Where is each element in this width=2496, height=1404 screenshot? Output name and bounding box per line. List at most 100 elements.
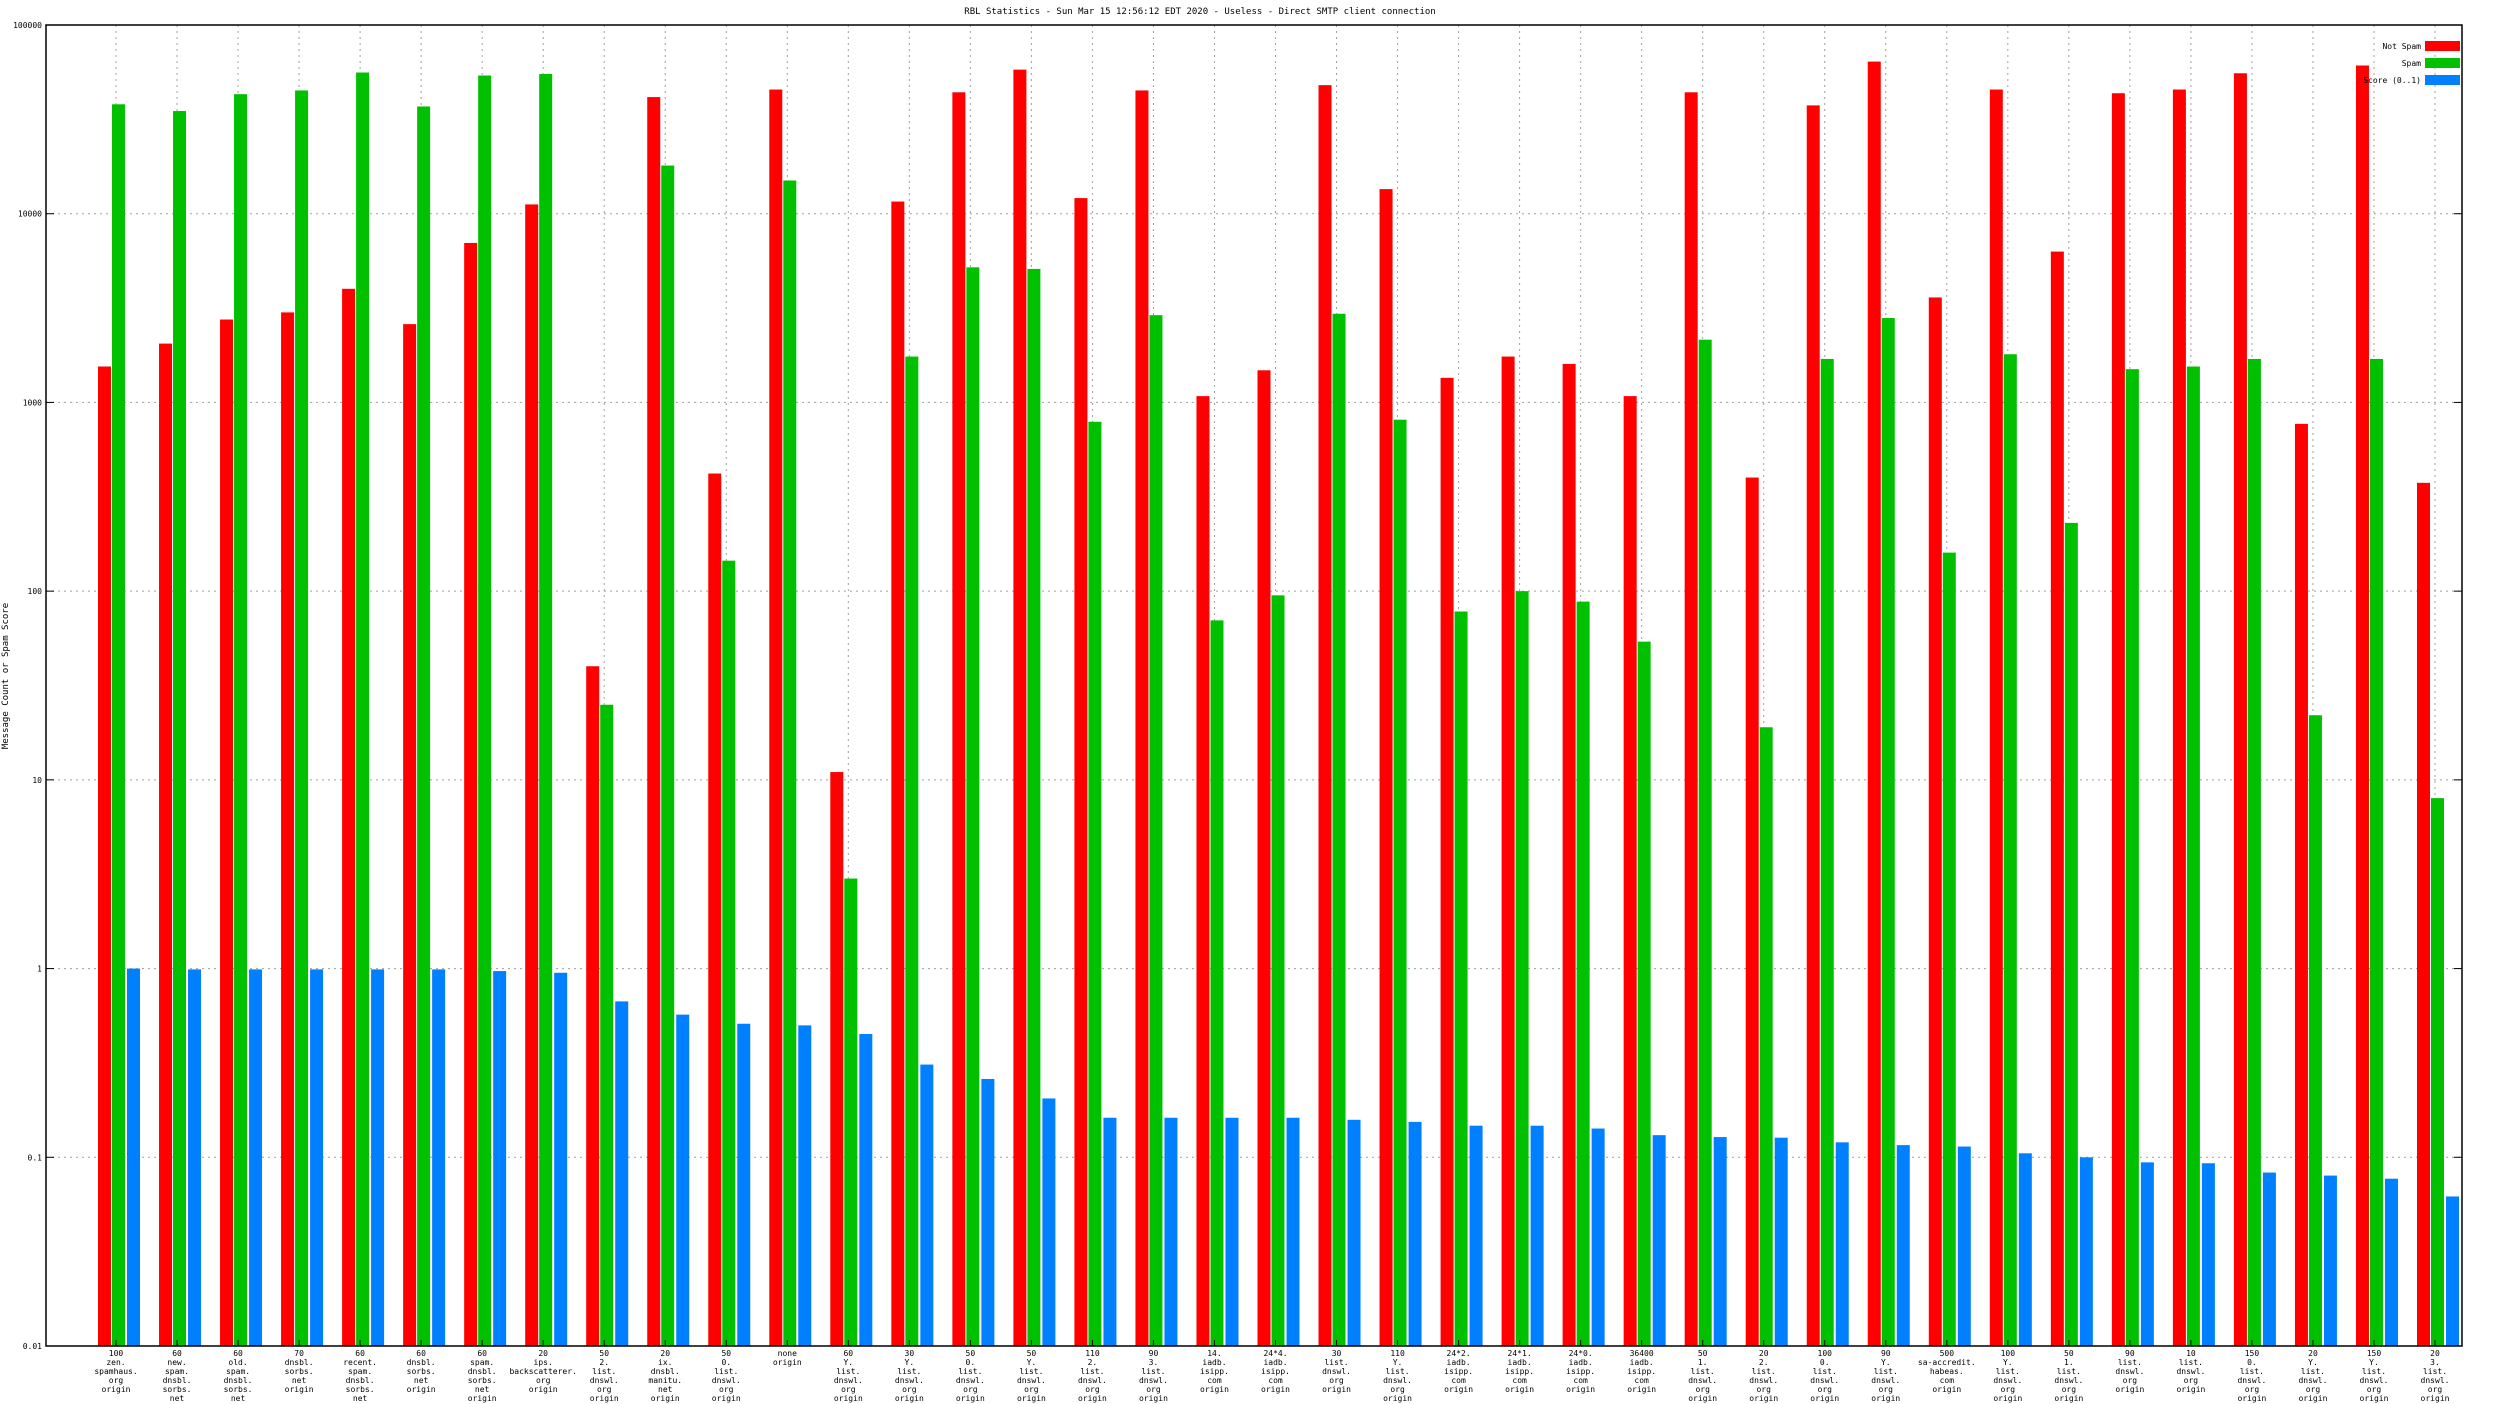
bar-score-0-1 xyxy=(676,1014,690,1346)
bar-spam xyxy=(1027,268,1041,1347)
bar-score-0-1 xyxy=(798,1025,812,1346)
x-tick-label: 50 2. list. dnswl. org origin xyxy=(590,1349,619,1403)
x-tick-label: 24*2. iadb. isipp. com origin xyxy=(1444,1349,1473,1394)
bar-score-0-1 xyxy=(1164,1117,1178,1346)
bar-spam xyxy=(1576,601,1590,1346)
legend-swatch xyxy=(2425,75,2460,85)
bar-spam xyxy=(1881,318,1895,1346)
bar-score-0-1 xyxy=(1347,1119,1361,1346)
bar-score-0-1 xyxy=(1835,1142,1849,1346)
bar-not-spam xyxy=(769,89,783,1347)
bar-not-spam xyxy=(1013,69,1027,1346)
bar-not-spam xyxy=(586,666,600,1346)
bar-not-spam xyxy=(342,288,356,1346)
bar-score-0-1 xyxy=(432,969,446,1346)
bar-not-spam xyxy=(1623,396,1637,1346)
x-tick-label: 20 Y. list. dnswl. org origin xyxy=(2298,1349,2327,1403)
bar-score-0-1 xyxy=(554,972,568,1346)
bar-spam xyxy=(2003,354,2017,1346)
bar-not-spam xyxy=(1318,85,1332,1347)
bar-spam xyxy=(2064,522,2078,1346)
bar-score-0-1 xyxy=(493,971,507,1346)
bar-not-spam xyxy=(525,204,539,1346)
bar-score-0-1 xyxy=(310,969,324,1346)
bar-score-0-1 xyxy=(2323,1175,2337,1346)
x-tick-label: 24*1. iadb. isipp. com origin xyxy=(1505,1349,1534,1394)
bar-spam xyxy=(1637,641,1651,1346)
bar-not-spam xyxy=(647,97,661,1346)
bar-spam xyxy=(966,267,980,1347)
x-tick-label: 50 1. list. dnswl. org origin xyxy=(2054,1349,2083,1403)
bar-spam xyxy=(2308,715,2322,1346)
x-tick-label: 110 Y. list. dnswl. org origin xyxy=(1383,1349,1412,1403)
x-tick-label: 24*4. iadb. isipp. com origin xyxy=(1261,1349,1290,1394)
legend-swatch xyxy=(2425,58,2460,68)
bar-not-spam xyxy=(159,343,173,1346)
bar-not-spam xyxy=(464,242,478,1346)
chart-title: RBL Statistics - Sun Mar 15 12:56:12 EDT… xyxy=(964,7,1435,17)
bar-not-spam xyxy=(403,324,417,1346)
bar-not-spam xyxy=(2111,93,2125,1346)
bar-score-0-1 xyxy=(1652,1135,1666,1346)
bar-not-spam xyxy=(708,473,722,1346)
x-tick-label: 100 zen. spamhaus. org origin xyxy=(94,1349,137,1394)
bar-not-spam xyxy=(2050,251,2064,1347)
bar-not-spam xyxy=(1135,90,1149,1347)
bar-spam xyxy=(1759,727,1773,1346)
bar-not-spam xyxy=(98,366,111,1346)
bar-score-0-1 xyxy=(188,969,202,1346)
x-tick-label: 50 Y. list. dnswl. org origin xyxy=(1017,1349,1046,1403)
bar-score-0-1 xyxy=(1225,1117,1239,1346)
bar-not-spam xyxy=(1745,477,1759,1347)
x-tick-label: 14. iadb. isipp. com origin xyxy=(1200,1349,1229,1394)
x-tick-label: 30 Y. list. dnswl. org origin xyxy=(895,1349,924,1403)
bar-score-0-1 xyxy=(1408,1121,1422,1346)
bar-score-0-1 xyxy=(2262,1172,2276,1346)
x-tick-label: 110 2. list. dnswl. org origin xyxy=(1078,1349,1107,1403)
y-tick-label: 0.1 xyxy=(28,1153,43,1162)
legend: Not Spam Spam Score (0..1) xyxy=(2363,41,2460,85)
bar-not-spam xyxy=(1379,189,1393,1347)
bar-spam xyxy=(783,180,797,1346)
y-tick-label: 100000 xyxy=(13,21,42,30)
bar-not-spam xyxy=(1440,377,1454,1346)
bar-score-0-1 xyxy=(1957,1146,1971,1346)
x-tick-label: 50 1. list. dnswl. org origin xyxy=(1688,1349,1717,1403)
legend-label: Score (0..1) xyxy=(2363,76,2421,85)
x-tick-label: 24*0. iadb. isipp. com origin xyxy=(1566,1349,1595,1394)
x-tick-label: 90 3. list. dnswl. org origin xyxy=(1139,1349,1168,1403)
bar-spam xyxy=(356,72,370,1347)
x-tick-label: 20 ips. backscatterer. org origin xyxy=(509,1349,576,1394)
bar-spam xyxy=(2369,358,2383,1346)
y-axis-ticks: 0.01 0.1 1 10 100 1000 10000 100000 xyxy=(13,21,2462,1351)
bar-score-0-1 xyxy=(249,969,263,1346)
bar-spam xyxy=(1698,339,1712,1346)
bar-spam xyxy=(539,73,553,1346)
bar-spam xyxy=(905,356,919,1346)
bar-not-spam xyxy=(2294,423,2308,1347)
bar-spam xyxy=(1393,419,1407,1347)
bar-spam xyxy=(2431,798,2444,1346)
bar-spam xyxy=(417,106,431,1347)
bar-not-spam xyxy=(2233,73,2247,1346)
y-tick-label: 10 xyxy=(32,776,42,785)
bar-spam xyxy=(1088,421,1102,1346)
y-tick-label: 1 xyxy=(37,965,42,974)
bar-score-0-1 xyxy=(2384,1178,2398,1346)
bar-not-spam xyxy=(1867,61,1881,1346)
bar-spam xyxy=(844,878,858,1346)
bars xyxy=(98,61,2459,1347)
x-tick-label: 500 sa-accredit. habeas. com origin xyxy=(1918,1349,1976,1394)
x-tick-label: 150 0. list. dnswl. org origin xyxy=(2237,1349,2266,1403)
bar-spam xyxy=(1820,358,1834,1346)
bar-spam xyxy=(173,111,187,1346)
x-tick-label: 20 2. list. dnswl. org origin xyxy=(1749,1349,1778,1403)
bar-not-spam xyxy=(1074,198,1088,1346)
bar-spam xyxy=(661,165,675,1346)
bar-spam xyxy=(295,90,309,1347)
bar-score-0-1 xyxy=(1042,1098,1056,1346)
x-tick-label: 50 0. list. dnswl. org origin xyxy=(956,1349,985,1403)
x-tick-label: 150 Y. list. dnswl. org origin xyxy=(2360,1349,2389,1403)
